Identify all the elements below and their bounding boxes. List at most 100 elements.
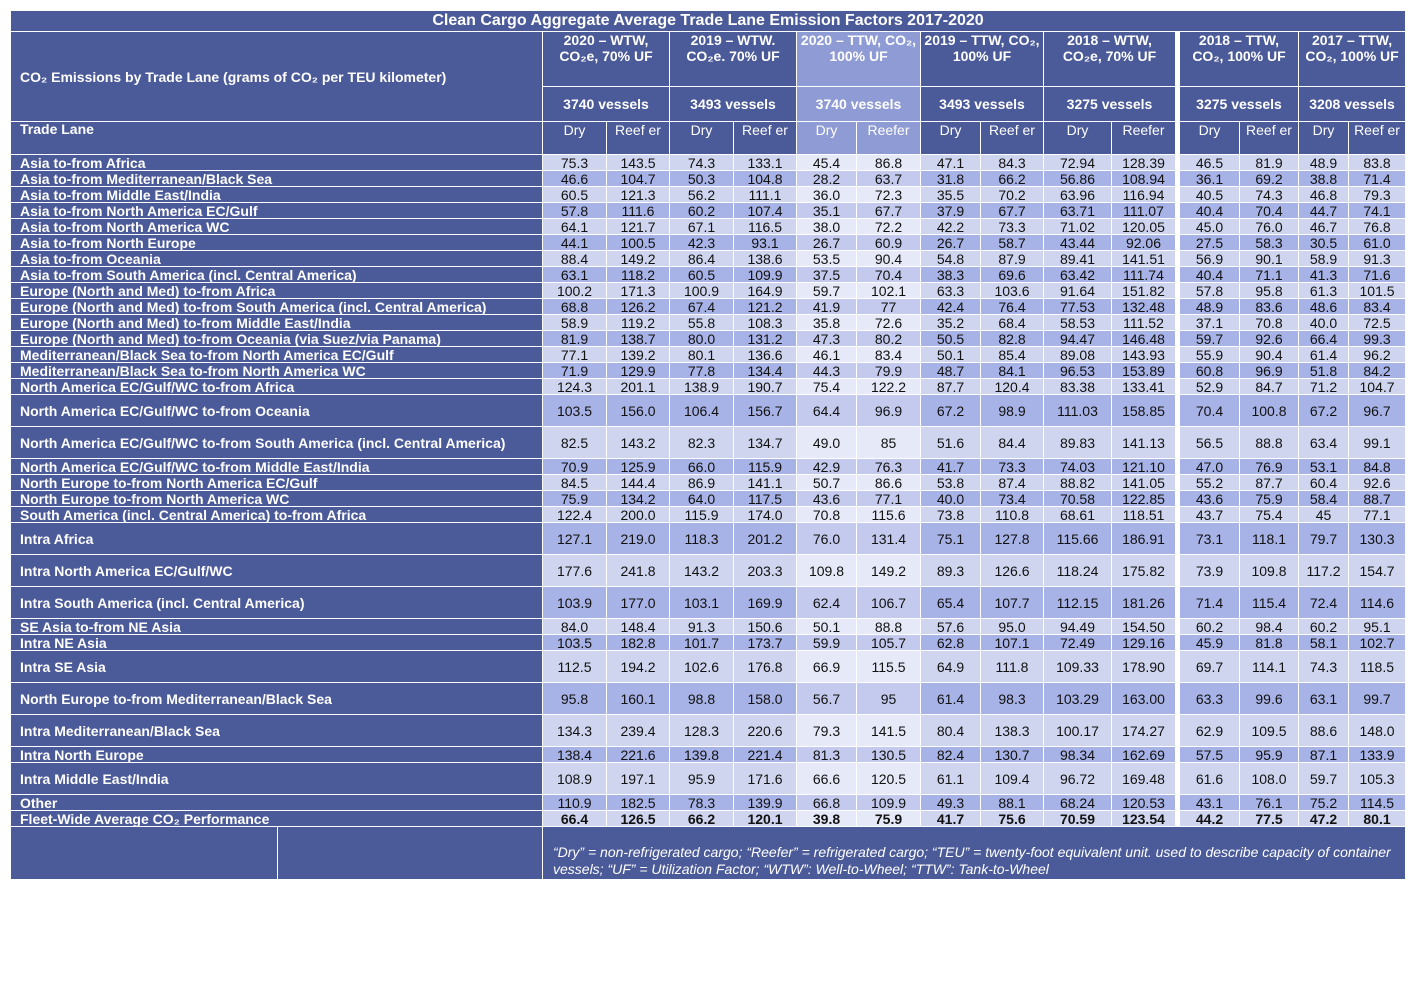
value-cell: 138.3: [980, 714, 1044, 747]
value-cell: 88.8: [856, 618, 921, 635]
value-cell: 80.4: [920, 714, 981, 747]
value-cell: 72.3: [856, 186, 921, 203]
vessel-count: 3275 vessels: [1043, 86, 1178, 122]
value-cell: 95.8: [542, 682, 607, 715]
value-cell: 70.4: [1239, 202, 1299, 219]
value-cell: 62.4: [796, 586, 857, 619]
value-cell: 48.9: [1298, 154, 1349, 171]
value-cell: 45.9: [1175, 634, 1240, 651]
value-cell: 150.6: [733, 618, 797, 635]
value-cell: 156.0: [606, 394, 670, 427]
value-cell: 55.2: [1175, 474, 1240, 491]
trade-lane-name: Asia to-from Mediterranean/Black Sea: [10, 170, 543, 187]
value-cell: 71.4: [1347, 170, 1407, 187]
value-cell: 118.24: [1043, 554, 1112, 587]
value-cell: 79.3: [796, 714, 857, 747]
value-cell: 79.9: [856, 362, 921, 379]
average-row-label: Fleet-Wide Average CO₂ Performance: [10, 810, 543, 827]
value-cell: 103.9: [542, 586, 607, 619]
average-value-cell: 77.5: [1239, 810, 1299, 827]
value-cell: 106.7: [856, 586, 921, 619]
value-cell: 124.3: [542, 378, 607, 395]
value-cell: 40.0: [1298, 314, 1349, 331]
average-value-cell: 75.9: [856, 810, 921, 827]
value-cell: 117.5: [733, 490, 797, 507]
value-cell: 95.0: [980, 618, 1044, 635]
table-row: North America EC/Gulf/WC to-from Middle …: [10, 458, 1407, 475]
value-cell: 59.9: [796, 634, 857, 651]
value-cell: 111.52: [1111, 314, 1178, 331]
vessel-count: 3275 vessels: [1175, 86, 1299, 122]
value-cell: 64.1: [542, 218, 607, 235]
value-cell: 72.5: [1347, 314, 1407, 331]
value-cell: 82.8: [980, 330, 1044, 347]
value-cell: 71.1: [1239, 266, 1299, 283]
value-cell: 75.2: [1298, 794, 1349, 811]
value-cell: 69.6: [980, 266, 1044, 283]
footnote: “Dry” = non-refrigerated cargo; “Reefer”…: [541, 826, 1407, 880]
value-cell: 41.3: [1298, 266, 1349, 283]
value-cell: 59.7: [1175, 330, 1240, 347]
value-cell: 190.7: [733, 378, 797, 395]
value-cell: 76.1: [1239, 794, 1299, 811]
value-cell: 56.9: [1175, 250, 1240, 267]
value-cell: 106.4: [669, 394, 734, 427]
value-cell: 143.5: [606, 154, 670, 171]
value-cell: 98.3: [980, 682, 1044, 715]
value-cell: 81.8: [1239, 634, 1299, 651]
footnote-spacer: [10, 826, 543, 880]
value-cell: 83.38: [1043, 378, 1112, 395]
value-cell: 101.7: [669, 634, 734, 651]
value-cell: 35.2: [920, 314, 981, 331]
value-cell: 43.7: [1175, 506, 1240, 523]
value-cell: 89.83: [1043, 426, 1112, 459]
value-cell: 132.48: [1111, 298, 1178, 315]
value-cell: 75.3: [542, 154, 607, 171]
value-cell: 134.2: [606, 490, 670, 507]
value-cell: 109.33: [1043, 650, 1112, 683]
trade-lane-name: Intra Africa: [10, 522, 543, 555]
value-cell: 143.2: [606, 426, 670, 459]
value-cell: 138.7: [606, 330, 670, 347]
value-cell: 100.17: [1043, 714, 1112, 747]
value-cell: 127.8: [980, 522, 1044, 555]
value-cell: 67.7: [980, 202, 1044, 219]
value-cell: 55.8: [669, 314, 734, 331]
value-cell: 133.9: [1347, 746, 1407, 763]
value-cell: 61.6: [1175, 762, 1240, 795]
value-cell: 36.0: [796, 186, 857, 203]
value-cell: 118.5: [1347, 650, 1407, 683]
value-cell: 88.4: [542, 250, 607, 267]
value-cell: 96.7: [1347, 394, 1407, 427]
value-cell: 122.85: [1111, 490, 1178, 507]
value-cell: 81.3: [796, 746, 857, 763]
value-cell: 85: [856, 426, 921, 459]
value-cell: 98.4: [1239, 618, 1299, 635]
value-cell: 99.3: [1347, 330, 1407, 347]
value-cell: 90.4: [856, 250, 921, 267]
column-group-label: 2020 – WTW, CO₂e, 70% UF: [542, 31, 670, 87]
lane-header: Trade Lane: [10, 121, 543, 155]
value-cell: 67.7: [856, 202, 921, 219]
trade-lane-name: North Europe to-from North America EC/Gu…: [10, 474, 543, 491]
value-cell: 50.1: [796, 618, 857, 635]
value-cell: 73.4: [980, 490, 1044, 507]
value-cell: 51.6: [920, 426, 981, 459]
value-cell: 105.3: [1347, 762, 1407, 795]
value-cell: 82.5: [542, 426, 607, 459]
average-value-cell: 126.5: [606, 810, 670, 827]
value-cell: 66.0: [669, 458, 734, 475]
value-cell: 149.2: [856, 554, 921, 587]
table-row: North America EC/Gulf/WC to-from Oceania…: [10, 394, 1407, 427]
trade-lane-name: North America EC/Gulf/WC to-from Middle …: [10, 458, 543, 475]
value-cell: 79.7: [1298, 522, 1349, 555]
trade-lane-name: Europe (North and Med) to-from Africa: [10, 282, 543, 299]
value-cell: 80.0: [669, 330, 734, 347]
table-row: SE Asia to-from NE Asia 84.0 148.4 91.3 150.…: [10, 618, 1407, 635]
value-cell: 101.5: [1347, 282, 1407, 299]
emission-table-container: Clean Cargo Aggregate Average Trade Lane…: [9, 10, 1407, 880]
value-cell: 143.93: [1111, 346, 1178, 363]
value-cell: 115.5: [856, 650, 921, 683]
table-row: Asia to-from North America EC/Gulf 57.8 11…: [10, 202, 1407, 219]
value-cell: 73.9: [1175, 554, 1240, 587]
